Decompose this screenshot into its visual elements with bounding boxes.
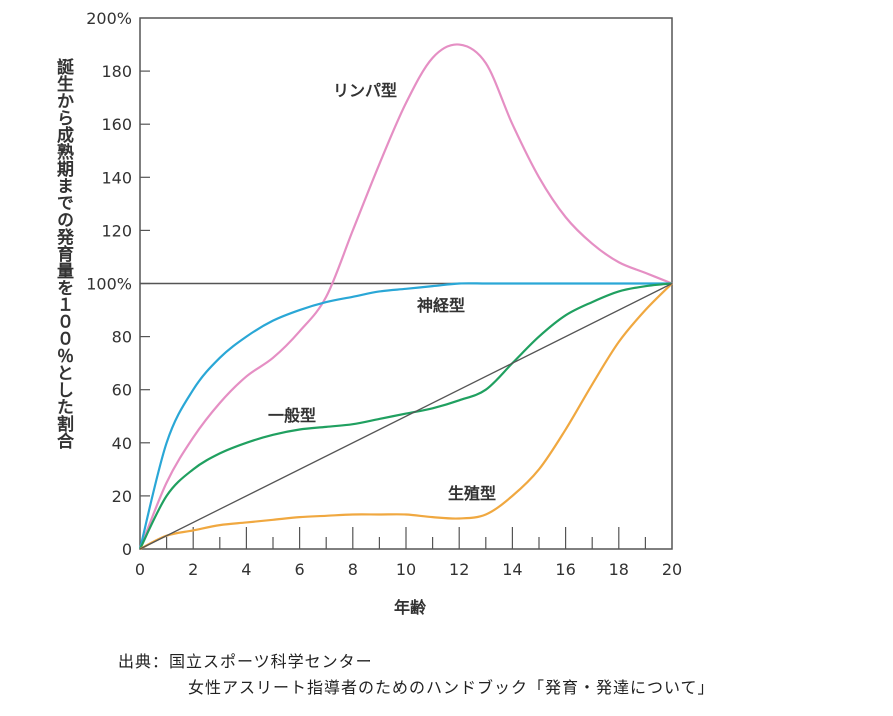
series-neural-line	[138, 282, 672, 550]
y-tick-label: 200%	[86, 9, 132, 28]
x-tick-label: 10	[396, 560, 416, 579]
series-lymphatic-line	[138, 43, 673, 550]
y-tick-label: 0	[122, 540, 132, 559]
series-label-lymphatic: リンパ型	[333, 81, 397, 100]
series-label-general: 一般型	[268, 406, 316, 425]
source-line-2: 女性アスリート指導者のためのハンドブック「発育・発達について」	[188, 678, 715, 697]
x-tick-label: 12	[449, 560, 469, 579]
y-tick-label: 120	[101, 221, 132, 240]
y-tick-label: 140	[101, 168, 132, 187]
y-tick-label: 20	[112, 487, 132, 506]
y-tick-label: 180	[101, 62, 132, 81]
x-tick-label: 8	[348, 560, 358, 579]
x-tick-label: 14	[502, 560, 522, 579]
x-tick-label: 20	[662, 560, 682, 579]
x-tick-label: 0	[135, 560, 145, 579]
y-tick-label: 40	[112, 434, 132, 453]
y-tick-label: 100%	[86, 275, 132, 294]
x-tick-label: 6	[295, 560, 305, 579]
y-tick-label: 60	[112, 381, 132, 400]
y-tick-label: 160	[101, 115, 132, 134]
y-tick-label: 80	[112, 328, 132, 347]
series-reference-line	[139, 282, 673, 550]
series-label-neural: 神経型	[417, 296, 465, 315]
series-reproductive-line	[139, 282, 673, 550]
series-label-reproductive: 生殖型	[448, 484, 496, 503]
x-tick-label: 18	[609, 560, 629, 579]
series-general-line	[139, 282, 673, 550]
x-tick-label: 4	[241, 560, 251, 579]
x-axis-label: 年齢	[394, 598, 427, 617]
y-axis-label: 誕生から成熟期までの発育量を１００％とした割合	[53, 58, 73, 449]
source-line-1: 出典：国立スポーツ科学センター	[118, 652, 373, 671]
x-tick-label: 16	[555, 560, 575, 579]
x-tick-label: 2	[188, 560, 198, 579]
